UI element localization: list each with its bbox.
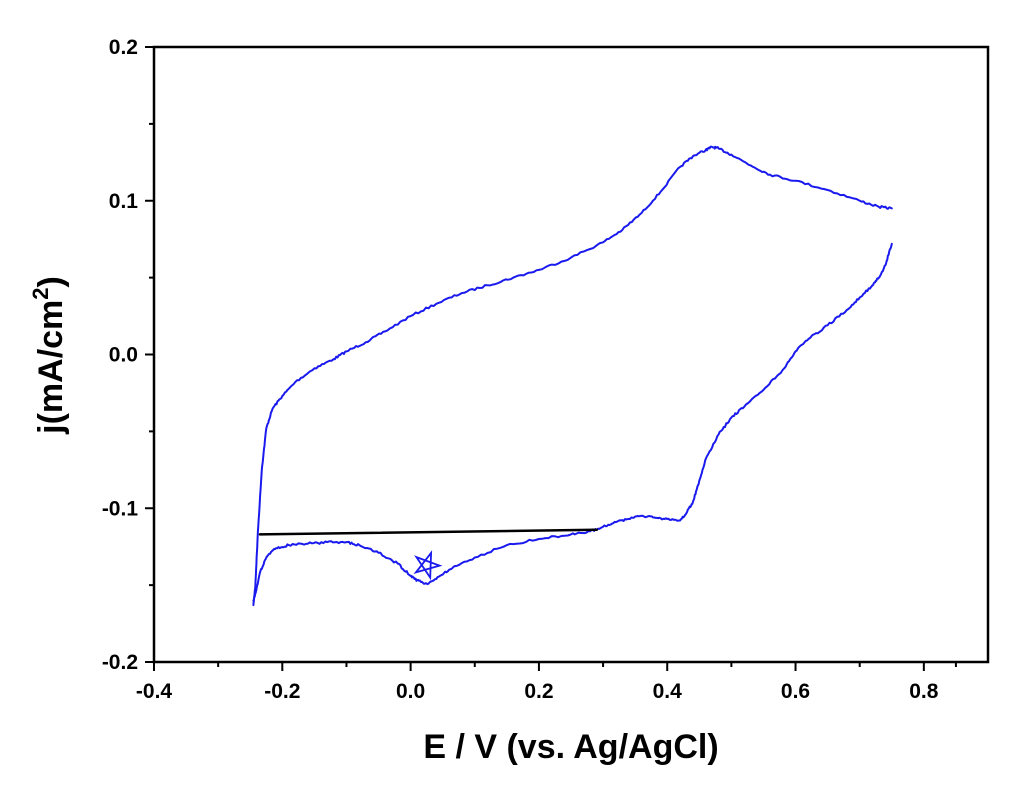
baseline-line — [258, 528, 598, 536]
cv-scan-line-2 — [252, 242, 893, 602]
cv-scan-line-1 — [252, 145, 893, 607]
annotation-layer — [413, 550, 443, 581]
x-tick-label: 0.4 — [653, 680, 683, 703]
x-tick-label: 0.8 — [909, 680, 939, 703]
y-tick-label: 0.2 — [109, 36, 138, 59]
y-axis-title-main: j(mA/cm — [32, 300, 70, 435]
y-tick-label: -0.2 — [102, 651, 138, 674]
x-tick-label: -0.4 — [136, 680, 173, 703]
series-layer — [252, 145, 893, 607]
x-axis-ticks — [153, 662, 957, 671]
x-tick-label: 0.0 — [396, 680, 425, 703]
y-tick-label: -0.1 — [102, 497, 139, 520]
x-tick-label: 0.2 — [524, 680, 553, 703]
y-tick-label: 0.0 — [109, 344, 138, 367]
y-axis-title: j(mA/cm2) — [28, 276, 70, 435]
x-axis-tick-labels: -0.4 -0.2 0.0 0.2 0.4 0.6 0.8 — [136, 680, 939, 703]
y-axis-title-suffix: ) — [32, 276, 70, 287]
plot-frame — [152, 45, 990, 664]
y-axis-tick-labels: -0.2 -0.1 0.0 0.1 0.2 — [102, 36, 139, 674]
y-axis-title-superscript: 2 — [28, 287, 53, 299]
star-marker — [413, 550, 443, 581]
y-axis-ticks — [145, 46, 154, 663]
x-tick-label: -0.2 — [264, 680, 300, 703]
x-tick-label: 0.6 — [781, 680, 810, 703]
y-tick-label: 0.1 — [109, 190, 139, 213]
x-axis-title: E / V (vs. Ag/AgCl) — [423, 728, 718, 766]
